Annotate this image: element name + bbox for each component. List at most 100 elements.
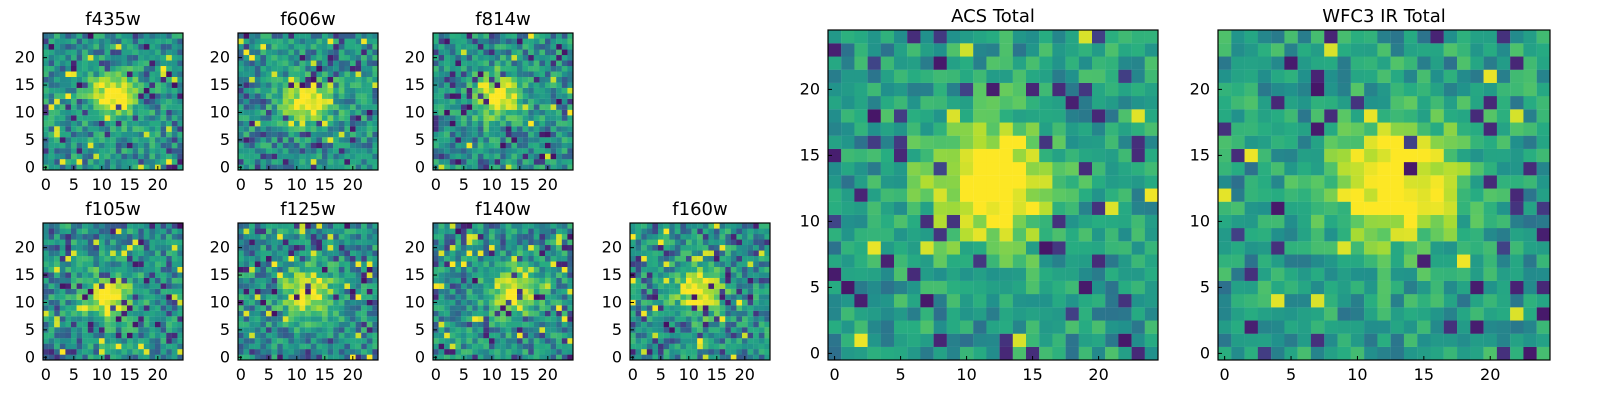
f140w-heatmap-cell: [466, 299, 473, 306]
f140w-heatmap-cell: [550, 239, 557, 246]
f140w-heatmap-cell: [511, 250, 518, 257]
f125w-heatmap-cell: [366, 316, 373, 322]
f125w-heatmap-cell: [327, 277, 334, 284]
f160w-heatmap-cell: [674, 288, 681, 295]
acs-total-heatmap-cell: [920, 254, 934, 268]
f814w-heatmap-cell: [550, 104, 557, 110]
f606w-heatmap-cell: [316, 33, 323, 39]
acs-total-heatmap-cell: [854, 254, 868, 268]
f125w-heatmap-cell: [327, 349, 334, 355]
f606w-heatmap-cell: [322, 33, 328, 39]
f125w-heatmap-cell: [355, 299, 362, 306]
f140w-heatmap-cell: [455, 332, 462, 339]
f125w-heatmap-cell: [299, 233, 306, 240]
f105w-heatmap-cell: [76, 272, 83, 278]
f814w-heatmap-cell: [528, 164, 534, 171]
acs-total-heatmap-cell: [973, 148, 987, 163]
f606w-heatmap-cell: [299, 49, 306, 56]
f814w-heatmap-cell: [545, 71, 551, 77]
f606w-heatmap-cell: [372, 71, 379, 77]
acs-total-heatmap-cell: [841, 280, 855, 295]
f125w-heatmap-cell: [305, 349, 311, 355]
f125w-heatmap-cell: [350, 223, 356, 229]
f105w-x-tick-label: 20: [148, 365, 168, 384]
acs-total-heatmap-cell: [867, 162, 881, 176]
f435w-heatmap-cell: [143, 164, 150, 171]
f105w-heatmap-cell: [71, 283, 77, 289]
acs-total-heatmap-cell: [1065, 320, 1079, 334]
f125w-heatmap-cell: [316, 239, 323, 246]
f105w-heatmap-cell: [149, 239, 156, 246]
f606w-heatmap-cell: [238, 33, 244, 39]
f140w-heatmap-cell: [483, 272, 490, 278]
f814w-heatmap-cell: [477, 43, 484, 50]
acs-total-heatmap-cell: [1012, 241, 1027, 255]
f105w-heatmap-cell: [110, 294, 116, 300]
f160w-heatmap-cell: [747, 332, 754, 339]
f125w-heatmap-cell: [249, 338, 255, 344]
f140w-heatmap-cell: [461, 233, 467, 240]
f140w-heatmap-cell: [477, 239, 484, 246]
f814w-heatmap-cell: [477, 104, 484, 110]
f160w-heatmap-cell: [669, 299, 675, 306]
f160w-heatmap-cell: [686, 272, 692, 278]
f140w-heatmap-cell: [550, 299, 557, 306]
f606w-heatmap-cell: [260, 87, 267, 94]
f140w-heatmap-cell: [561, 349, 568, 355]
f814w-heatmap-cell: [466, 87, 473, 94]
f435w-heatmap-cell: [82, 82, 88, 88]
acs-total-heatmap-cell: [828, 148, 842, 163]
f606w-heatmap-cell: [238, 142, 244, 149]
f105w-heatmap-cell: [127, 288, 133, 295]
acs-total-heatmap-cell: [1065, 280, 1079, 295]
f814w-heatmap-cell: [455, 159, 462, 165]
f606w-heatmap-cell: [333, 104, 339, 110]
f435w-heatmap-cell: [48, 49, 55, 56]
f814w-heatmap-cell: [455, 33, 462, 39]
f105w-heatmap-cell: [121, 223, 128, 229]
f160w-heatmap-cell: [758, 316, 765, 322]
f435w-heatmap-cell: [76, 43, 83, 50]
f105w-heatmap-cell: [138, 288, 144, 295]
f140w-heatmap-cell: [444, 316, 450, 322]
f140w-heatmap-cell: [489, 321, 495, 328]
f435w-heatmap-cell: [104, 126, 111, 132]
f160w-heatmap-cell: [635, 266, 642, 273]
f160w-heatmap-cell: [702, 349, 709, 355]
f606w-axis-frame: [237, 32, 379, 171]
f140w-heatmap-cell: [511, 332, 518, 339]
f814w-heatmap-cell: [517, 43, 523, 50]
f105w-heatmap-cell: [177, 310, 184, 317]
f160w-heatmap-cell: [669, 233, 675, 240]
f435w-heatmap-cell: [160, 87, 167, 94]
f814w-heatmap-cell: [545, 87, 551, 94]
f105w-heatmap-cell: [143, 332, 150, 339]
f814w-heatmap-cell: [444, 33, 450, 39]
f105w-heatmap-cell: [93, 255, 100, 262]
f814w-heatmap-cell: [505, 82, 512, 88]
f435w-heatmap-cell: [110, 54, 116, 61]
f125w-heatmap-cell: [310, 266, 317, 273]
f140w-heatmap-cell: [533, 354, 540, 361]
f105w-heatmap-cell: [160, 305, 167, 311]
acs-total-heatmap-cell: [999, 280, 1013, 295]
f606w-heatmap-cell: [288, 142, 295, 149]
f814w-heatmap-cell: [556, 65, 562, 72]
f125w-heatmap-cell: [355, 272, 362, 278]
f105w-heatmap-cell: [71, 288, 77, 295]
f140w-heatmap-cell: [438, 299, 445, 306]
f160w-heatmap-cell: [669, 294, 675, 300]
f814w-heatmap-cell: [489, 71, 495, 77]
f105w-heatmap-cell: [121, 332, 128, 339]
f160w-heatmap-cell: [742, 261, 748, 267]
f435w-heatmap-cell: [110, 131, 116, 138]
f435w-heatmap-cell: [115, 115, 122, 121]
f435w-heatmap-cell: [143, 153, 150, 160]
f435w-heatmap-cell: [160, 159, 167, 165]
f606w-heatmap-cell: [344, 120, 351, 127]
f606w-heatmap-cell: [238, 148, 244, 154]
f160w-heatmap-cell: [658, 272, 664, 278]
f435w-heatmap-cell: [155, 71, 161, 77]
acs-total-heatmap-cell: [894, 214, 908, 229]
f435w-heatmap-cell: [71, 142, 77, 149]
